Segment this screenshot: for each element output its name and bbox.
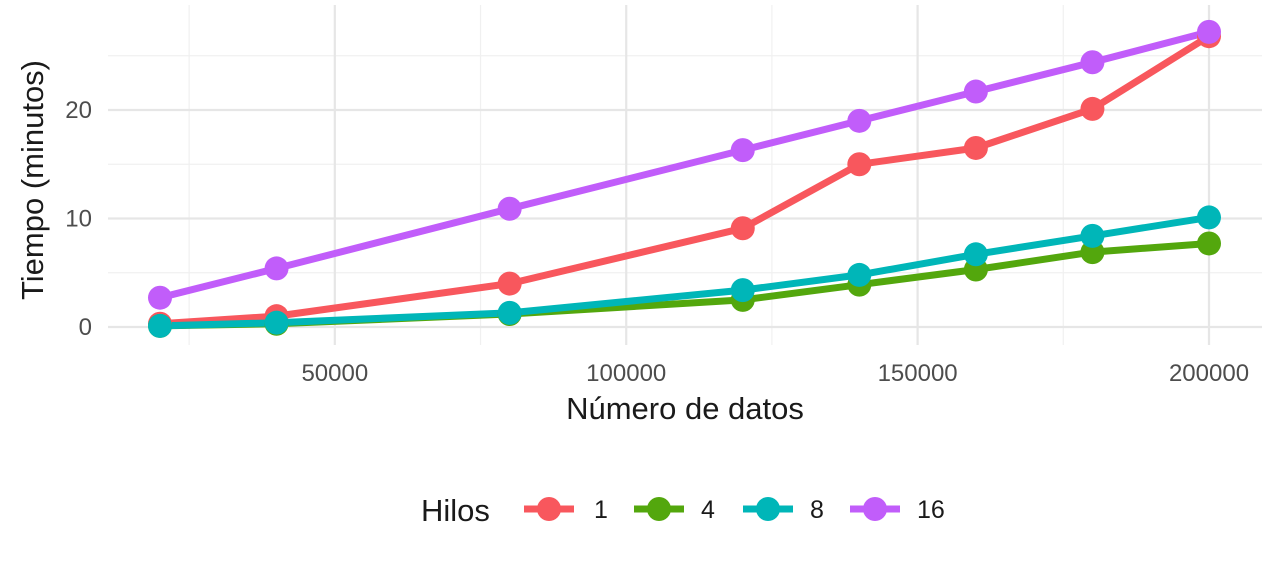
legend-key-point bbox=[647, 497, 671, 521]
data-point-8 bbox=[1197, 205, 1221, 230]
y-tick-label: 20 bbox=[65, 97, 92, 124]
x-tick-label: 50000 bbox=[301, 360, 368, 387]
legend-label-8: 8 bbox=[810, 496, 824, 524]
data-point-8 bbox=[148, 313, 172, 338]
y-tick-label: 0 bbox=[79, 314, 92, 341]
data-point-4 bbox=[1197, 231, 1221, 256]
major-gridlines bbox=[108, 5, 1262, 345]
data-point-8 bbox=[264, 310, 289, 335]
x-tick-label: 150000 bbox=[878, 360, 958, 387]
y-tick-label: 10 bbox=[65, 206, 92, 233]
series-line-1 bbox=[156, 32, 1213, 328]
data-point-1 bbox=[730, 216, 755, 241]
y-axis-title: Tiempo (minutos) bbox=[15, 60, 50, 300]
x-tick-label: 200000 bbox=[1169, 360, 1249, 387]
legend-key-point bbox=[756, 497, 780, 521]
data-point-16 bbox=[497, 196, 522, 221]
data-point-8 bbox=[730, 278, 755, 303]
data-point-1 bbox=[963, 135, 988, 160]
legend-title: Hilos bbox=[421, 493, 490, 528]
x-tick-label: 100000 bbox=[586, 360, 666, 387]
data-point-1 bbox=[497, 271, 522, 296]
series-line-8 bbox=[156, 213, 1213, 330]
legend-key-point bbox=[863, 497, 887, 521]
x-axis-ticks: 50000 100000 150000 200000 bbox=[301, 360, 1249, 387]
data-point-16 bbox=[264, 256, 289, 281]
data-point-16 bbox=[730, 138, 755, 163]
data-point-8 bbox=[847, 262, 872, 287]
legend-label-16: 16 bbox=[917, 496, 945, 524]
legend-key-point bbox=[537, 497, 561, 521]
data-point-8 bbox=[1080, 223, 1105, 248]
legend-label-4: 4 bbox=[701, 496, 715, 524]
series-points bbox=[148, 19, 1221, 338]
data-point-16 bbox=[1080, 50, 1105, 75]
x-axis-title: Número de datos bbox=[566, 391, 804, 426]
data-point-16 bbox=[963, 79, 988, 104]
series-lines bbox=[156, 28, 1213, 330]
data-point-1 bbox=[1080, 96, 1105, 121]
legend-label-1: 1 bbox=[594, 496, 608, 524]
data-point-1 bbox=[847, 152, 872, 177]
legend: Hilos 1 4 8 16 bbox=[421, 493, 945, 528]
series-line-16 bbox=[156, 28, 1213, 302]
data-point-8 bbox=[963, 242, 988, 267]
data-point-16 bbox=[847, 108, 872, 133]
data-point-16 bbox=[1197, 19, 1221, 44]
y-axis-ticks: 0 10 20 bbox=[65, 97, 92, 341]
data-point-16 bbox=[148, 285, 172, 310]
data-point-8 bbox=[497, 300, 522, 325]
